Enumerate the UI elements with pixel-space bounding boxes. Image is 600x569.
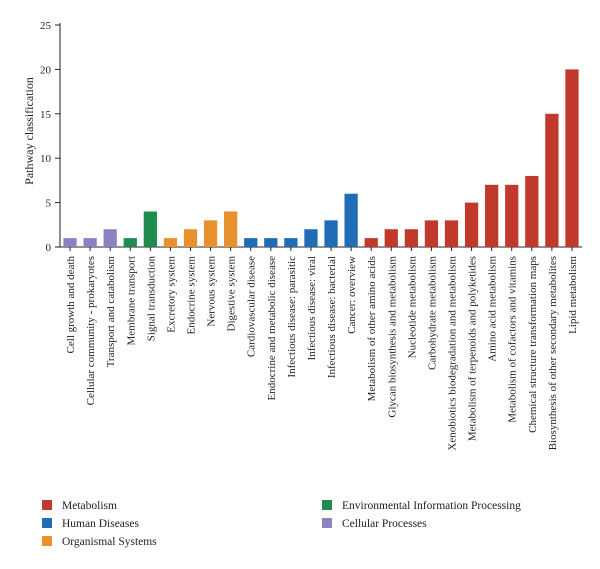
bar — [264, 238, 278, 247]
x-tick-label: Infectious disease: parasitic — [286, 256, 298, 378]
x-tick-label: Metabolism of cofactors and vitamins — [507, 256, 519, 423]
x-tick-label: Infectious disease: bacterial — [326, 256, 338, 378]
x-tick-label: Chemical structure transformation maps — [527, 256, 539, 433]
x-tick-label: Endocrine system — [186, 256, 198, 335]
legend-swatch — [42, 518, 52, 528]
legend-label: Human Diseases — [62, 518, 139, 530]
x-tick-label: Cardiovascular disease — [246, 256, 258, 357]
legend-label: Metabolism — [62, 500, 117, 512]
x-tick-label: Endocrine and metabolic disease — [266, 256, 278, 401]
bar — [525, 175, 539, 247]
bar — [424, 220, 439, 247]
x-tick-label: Cancer: overview — [346, 256, 358, 334]
bar — [83, 238, 97, 247]
bar — [203, 220, 218, 247]
bar — [183, 229, 198, 247]
legend-swatch — [322, 518, 332, 528]
bar — [304, 229, 318, 247]
bar — [565, 69, 579, 248]
bar — [63, 238, 77, 247]
x-tick-label: Amino acid metabolism — [487, 256, 499, 362]
y-tick-label: 15 — [40, 109, 52, 121]
bar — [444, 220, 459, 247]
legend-label: Environmental Information Processing — [342, 500, 521, 512]
x-tick-label: Biosynthesis of other secondary metaboli… — [547, 256, 559, 450]
x-tick-label: Nucleotide metabolism — [406, 256, 418, 359]
y-tick-label: 20 — [40, 64, 52, 76]
y-tick-label: 5 — [46, 198, 52, 210]
bar — [364, 238, 378, 247]
x-tick-label: Metabolism of terpenoids and polyketides — [467, 256, 479, 441]
y-tick-label: 25 — [40, 20, 52, 32]
bar — [244, 238, 258, 247]
legend: Metabolism Human Diseases Organismal Syste… — [42, 500, 521, 548]
legend-swatch — [322, 500, 332, 510]
x-tick-label: Membrane transport — [125, 256, 137, 346]
bar — [103, 229, 117, 247]
legend-label: Cellular Processes — [342, 518, 427, 530]
y-axis: 0 5 10 15 20 25 — [40, 20, 61, 254]
bars — [63, 69, 579, 248]
x-tick-label: Excretory system — [165, 256, 177, 333]
x-tick-label: Carbohydrate metabolism — [426, 256, 438, 370]
bar — [505, 184, 519, 247]
x-tick-label: Nervous system — [206, 256, 218, 327]
bar — [224, 211, 238, 247]
x-tick-label: Cell growth and death — [65, 256, 77, 354]
bar — [545, 113, 559, 247]
y-tick-label: 10 — [40, 153, 52, 165]
x-tick-label: Transport and catabolism — [105, 256, 117, 368]
x-tick-label: Signal transduction — [145, 256, 157, 342]
bar — [485, 184, 499, 247]
x-tick-label: Lipid metabolism — [567, 256, 579, 334]
bar — [464, 202, 479, 247]
bar — [384, 229, 398, 247]
x-tick-label: Cellular community - prokaryotes — [85, 256, 97, 405]
x-tick-label: Digestive system — [226, 256, 238, 332]
y-tick-label: 0 — [46, 242, 52, 254]
bar — [163, 238, 178, 247]
legend-swatch — [42, 500, 52, 510]
bar — [123, 238, 137, 247]
y-axis-title: Pathway classification — [22, 77, 36, 185]
bar — [143, 211, 157, 247]
bar — [284, 238, 298, 247]
x-axis: Cell growth and death Cellular community … — [60, 246, 582, 451]
bar — [344, 193, 358, 247]
x-tick-label: Metabolism of other amino acids — [366, 256, 378, 401]
x-tick-label: Xenobiotics biodegradation and metabolis… — [447, 256, 459, 451]
x-tick-label: Infectious disease: viral — [306, 256, 318, 360]
bar — [324, 220, 338, 247]
bar — [404, 229, 418, 247]
legend-swatch — [42, 536, 52, 546]
legend-label: Organismal Systems — [62, 536, 157, 548]
x-tick-label: Glycan biosynthesis and metabolism — [386, 256, 398, 418]
